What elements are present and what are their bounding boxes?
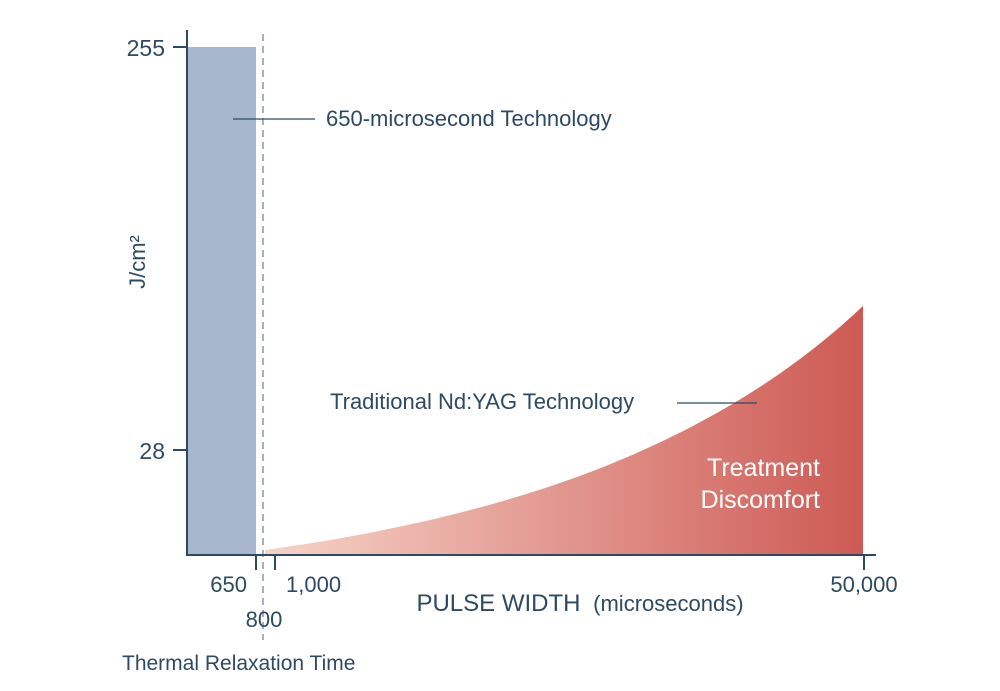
series-label-traditional-ndyag: Traditional Nd:YAG Technology	[330, 389, 634, 414]
y-axis-label: J/cm²	[125, 235, 150, 289]
x-tick-800: 800	[246, 607, 283, 632]
series-label-650-microsecond: 650-microsecond Technology	[326, 106, 612, 131]
thermal-relaxation-label: Thermal Relaxation Time	[122, 652, 355, 675]
x-tick-1000: 1,000	[286, 572, 341, 597]
x-tick-50000: 50,000	[830, 572, 897, 597]
x-axis-label-main: PULSE WIDTH	[416, 590, 580, 617]
x-axis-label-unit: (microseconds)	[593, 591, 743, 616]
bar-650-microsecond	[187, 47, 256, 555]
x-tick-650: 650	[210, 572, 247, 597]
annotation-discomfort: Discomfort	[701, 486, 821, 514]
annotation-treatment: Treatment	[707, 454, 820, 482]
area-traditional-ndyag	[265, 306, 863, 555]
x-axis-label: PULSE WIDTH (microseconds)	[416, 590, 743, 617]
y-tick-28: 28	[139, 438, 165, 464]
y-tick-255: 255	[127, 35, 165, 61]
